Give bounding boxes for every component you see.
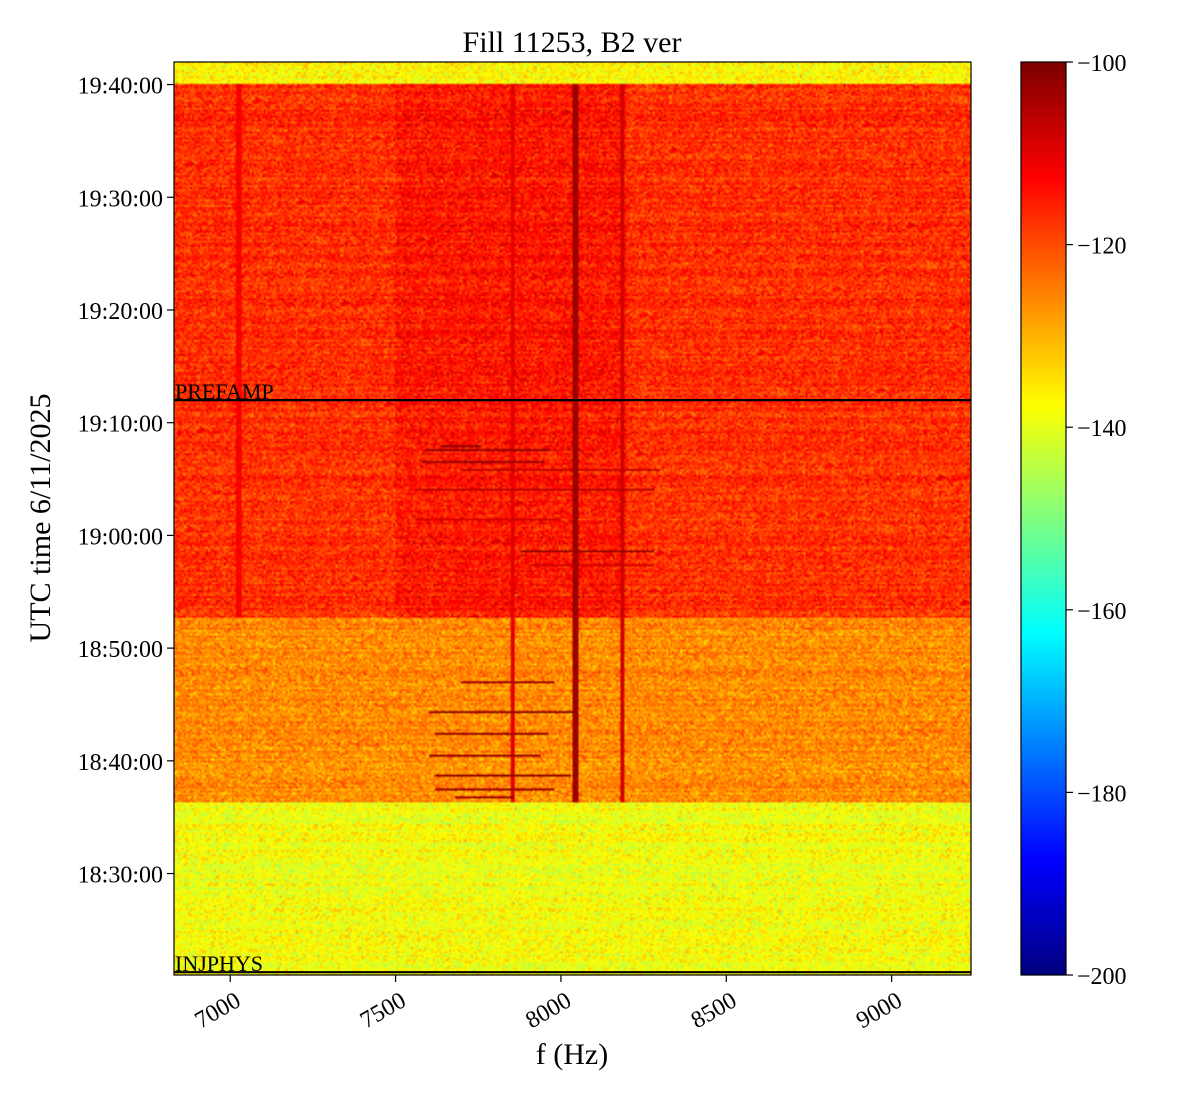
y-tick-label: 19:00:00 [78, 524, 163, 550]
colorbar-tick-label: −100 [1077, 51, 1127, 77]
colorbar-gradient [1021, 62, 1066, 975]
x-tick-label: 8000 [521, 988, 576, 1035]
y-tick-label: 19:40:00 [78, 74, 163, 100]
colorbar-tick-label: −180 [1077, 781, 1127, 807]
y-tick-label: 19:10:00 [78, 412, 163, 438]
colorbar-ticks: −100 −120 −140 −160 −180 −200 [1066, 51, 1127, 990]
x-axis-ticks: 7000 7500 8000 8500 9000 [191, 975, 907, 1034]
colorbar-frame [1020, 61, 1067, 976]
marker-layer: PREFAMP INJPHYS [174, 379, 971, 976]
y-tick-label: 19:30:00 [78, 186, 163, 212]
y-tick-label: 18:30:00 [78, 863, 163, 889]
y-tick-label: 18:50:00 [78, 637, 163, 663]
y-tick-label: 18:40:00 [78, 750, 163, 776]
chart-title: Fill 11253, B2 ver [463, 26, 682, 59]
x-tick-label: 7000 [191, 988, 246, 1035]
colorbar: −100 −120 −140 −160 −180 −200 [1020, 51, 1127, 990]
x-axis-label: f (Hz) [536, 1038, 608, 1071]
marker-label: PREFAMP [175, 379, 274, 404]
x-tick-label: 9000 [852, 988, 907, 1035]
plot-area: PREFAMP INJPHYS [173, 61, 972, 976]
y-tick-label: 19:20:00 [78, 299, 163, 325]
colorbar-tick-label: −160 [1077, 599, 1127, 625]
plot-frame [173, 61, 972, 976]
x-tick-label: 8500 [687, 988, 742, 1035]
colorbar-tick-label: −120 [1077, 234, 1127, 260]
colorbar-tick-label: −200 [1077, 964, 1127, 990]
x-tick-label: 7500 [356, 988, 411, 1035]
y-axis-label: UTC time 6/11/2025 [24, 394, 57, 643]
colorbar-tick-label: −140 [1077, 416, 1127, 442]
y-axis-ticks: 18:30:00 18:40:00 18:50:00 19:00:00 19:10:00… [78, 74, 174, 889]
marker-label: INJPHYS [175, 951, 263, 976]
heatmap-raster [174, 62, 971, 975]
